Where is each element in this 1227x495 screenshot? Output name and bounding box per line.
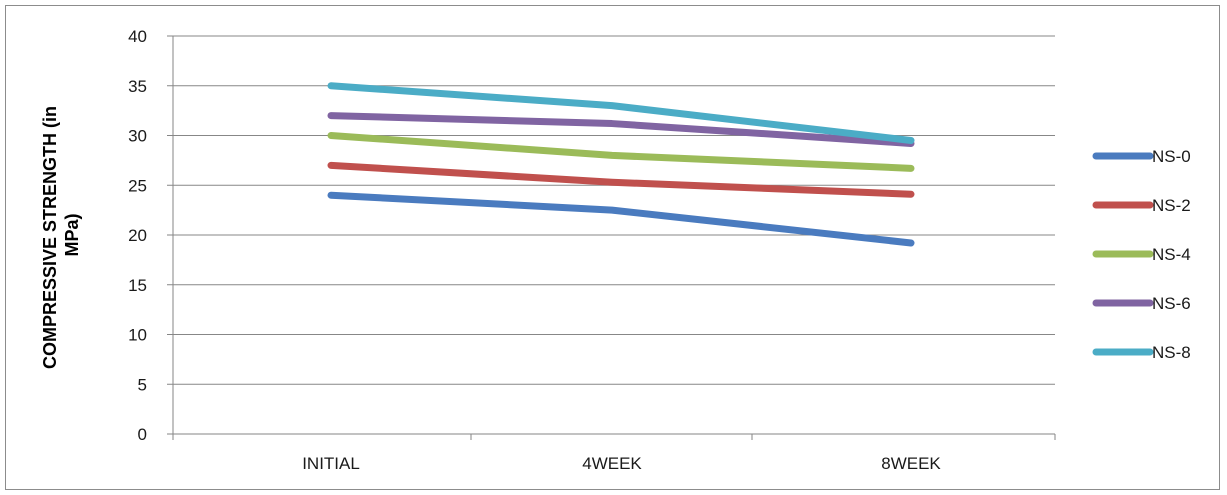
x-tick-label: INITIAL xyxy=(302,454,360,473)
y-tick-label: 35 xyxy=(128,77,147,96)
y-axis-title: COMPRESSIVE STRENGTH (in MPa) xyxy=(40,101,82,369)
legend-label: NS-0 xyxy=(1152,147,1191,166)
series-line-ns-4 xyxy=(327,132,915,172)
series-line-ns-8 xyxy=(327,82,915,144)
y-tick-label: 10 xyxy=(128,326,147,345)
y-tick-label: 30 xyxy=(128,127,147,146)
gridlines xyxy=(167,35,1056,440)
y-axis-title-line-2: MPa) xyxy=(62,213,82,256)
y-tick-label: 40 xyxy=(128,27,147,46)
series-line-ns-6 xyxy=(327,112,915,147)
y-tick-label: 0 xyxy=(138,425,147,444)
y-tick-label: 15 xyxy=(128,276,147,295)
legend: NS-0 NS-2 NS-4 NS-6 NS-8 xyxy=(1092,147,1191,362)
y-tick-label: 20 xyxy=(128,226,147,245)
y-axis-title-line-1: COMPRESSIVE STRENGTH (in xyxy=(40,106,60,369)
legend-label: NS-6 xyxy=(1152,294,1191,313)
series-lines xyxy=(327,82,915,247)
legend-label: NS-4 xyxy=(1152,245,1191,264)
series-line-ns-2 xyxy=(327,161,915,198)
legend-label: NS-2 xyxy=(1152,196,1191,215)
y-tick-label: 25 xyxy=(128,176,147,195)
x-tick-label: 4WEEK xyxy=(582,454,642,473)
y-axis-tick-labels: 0 5 10 15 20 25 30 35 40 xyxy=(128,27,147,444)
series-line-ns-0 xyxy=(327,191,915,247)
x-tick-label: 8WEEK xyxy=(881,454,941,473)
y-tick-label: 5 xyxy=(138,375,147,394)
x-axis-tick-labels: INITIAL 4WEEK 8WEEK xyxy=(302,454,941,473)
legend-label: NS-8 xyxy=(1152,343,1191,362)
